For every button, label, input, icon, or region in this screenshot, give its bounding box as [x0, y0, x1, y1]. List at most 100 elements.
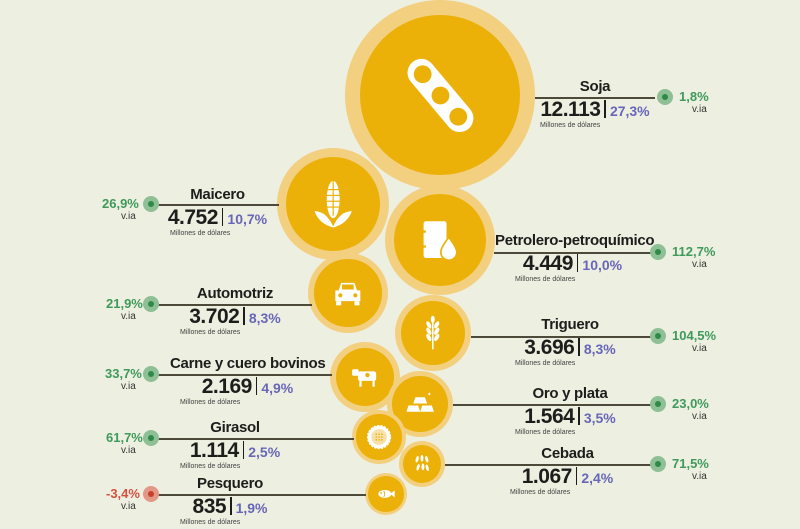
- unit-label: Millones de dólares: [180, 329, 241, 336]
- bubble-pesquero: [365, 473, 407, 515]
- growth-value-triguero: 104,5%: [672, 328, 717, 343]
- sector-name: Oro y plata: [532, 385, 608, 402]
- fish-icon: [378, 490, 395, 498]
- sector-value: 1.067: [521, 465, 573, 488]
- wheat-icon: [426, 315, 440, 350]
- growth-dot-cebada: [650, 456, 666, 472]
- sector-value: 835: [192, 495, 227, 518]
- via-label: v.ia: [692, 259, 707, 270]
- sector-share: 2,5%: [248, 444, 281, 460]
- bubble-maicero: [277, 148, 389, 260]
- growth-dot-soja: [657, 89, 673, 105]
- sector-share: 4,9%: [261, 380, 294, 396]
- label-soja: Soja 12.113 27,3% Millones de dólares: [540, 78, 650, 130]
- leader-line-automotriz: [152, 304, 312, 306]
- bubble-petrolero: [385, 185, 495, 295]
- sector-share: 1,9%: [235, 500, 268, 516]
- sector-name: Automotriz: [196, 285, 274, 302]
- label-petrolero: Petrolero-petroquímico 4.449 10,0% Millon…: [495, 232, 655, 284]
- unit-label: Millones de dólares: [180, 463, 241, 470]
- unit-label: Millones de dólares: [170, 230, 231, 237]
- sector-share: 10,7%: [227, 211, 268, 227]
- unit-label: Millones de dólares: [510, 489, 571, 496]
- growth-dot-oro: [650, 396, 666, 412]
- growth-dot-pesquero: [143, 486, 159, 502]
- growth-value-carne: 33,7%: [105, 366, 142, 381]
- via-label: v.ia: [121, 311, 136, 322]
- growth-dot-maicero: [143, 196, 159, 212]
- unit-label: Millones de dólares: [515, 360, 576, 367]
- label-maicero: Maicero 4.752 10,7% Millones de dólares: [160, 186, 275, 238]
- sector-name: Soja: [579, 78, 611, 95]
- bubble-cebada: [399, 441, 445, 487]
- sector-name: Carne y cuero bovinos: [170, 355, 326, 372]
- unit-label: Millones de dólares: [540, 122, 601, 129]
- bubble-oro: ✦: [387, 371, 453, 437]
- leader-line-triguero: [471, 336, 655, 338]
- unit-label: Millones de dólares: [180, 519, 241, 526]
- sector-share: 2,4%: [581, 470, 614, 486]
- car-icon: [335, 282, 361, 306]
- sector-name: Pesquero: [197, 475, 263, 492]
- growth-dot-triguero: [650, 328, 666, 344]
- sector-value: 3.696: [524, 336, 575, 359]
- growth-dot-petrolero: [650, 244, 666, 260]
- sector-share: 3,5%: [583, 410, 616, 426]
- label-carne: Carne y cuero bovinos 2.169 4,9% Millones…: [170, 355, 326, 407]
- gold-bars-icon: ✦: [406, 392, 434, 412]
- soybean-icon: [407, 58, 473, 132]
- via-label: v.ia: [692, 471, 707, 482]
- via-label: v.ia: [121, 381, 136, 392]
- via-label: v.ia: [692, 343, 707, 354]
- sector-share: 27,3%: [609, 103, 650, 119]
- label-automotriz: Automotriz 3.702 8,3% Millones de dólares: [175, 285, 295, 337]
- barley-icon: [415, 454, 429, 472]
- leader-line-girasol: [152, 438, 354, 440]
- growth-value-petrolero: 112,7%: [672, 244, 716, 259]
- sector-name: Cebada: [541, 445, 594, 462]
- sector-value: 1.114: [189, 439, 239, 462]
- sector-share: 8,3%: [583, 341, 616, 357]
- via-label: v.ia: [121, 445, 136, 456]
- bubble-automotriz: [308, 253, 388, 333]
- sector-name: Girasol: [210, 419, 260, 436]
- label-cebada: Cebada 1.067 2,4% Millones de dólares: [505, 445, 630, 497]
- leader-line-oro: [453, 404, 653, 406]
- growth-value-soja: 1,8%: [679, 89, 709, 104]
- label-oro: Oro y plata 1.564 3,5% Millones de dólare…: [505, 385, 635, 437]
- sector-value: 3.702: [189, 305, 240, 328]
- sector-share: 10,0%: [582, 257, 623, 273]
- sector-name: Triguero: [541, 316, 599, 333]
- label-girasol: Girasol 1.114 2,5% Millones de dólares: [175, 419, 295, 471]
- label-pesquero: Pesquero 835 1,9% Millones de dólares: [175, 475, 285, 527]
- bubble-soja: [345, 0, 535, 190]
- sector-value: 2.169: [201, 375, 253, 398]
- growth-value-automotriz: 21,9%: [106, 296, 143, 311]
- corn-icon: [314, 180, 352, 228]
- growth-dot-girasol: [143, 430, 159, 446]
- sector-name: Petrolero-petroquímico: [495, 232, 655, 249]
- leader-line-cebada: [445, 464, 655, 466]
- bubble-triguero: [395, 295, 471, 371]
- bubble-girasol: [352, 410, 406, 464]
- leader-line-carne: [152, 374, 332, 376]
- leader-line-maicero: [152, 204, 279, 206]
- sector-share: 8,3%: [248, 310, 281, 326]
- oil-barrel-icon: [421, 221, 459, 262]
- sector-value: 1.564: [524, 405, 575, 428]
- svg-text:✦: ✦: [427, 392, 432, 398]
- growth-value-oro: 23,0%: [672, 396, 709, 411]
- sector-value: 12.113: [540, 98, 601, 121]
- sector-name: Maicero: [190, 186, 245, 203]
- leader-line-pesquero: [152, 494, 366, 496]
- growth-dot-automotriz: [143, 296, 159, 312]
- sector-value: 4.449: [522, 252, 574, 275]
- growth-value-maicero: 26,9%: [102, 196, 139, 211]
- unit-label: Millones de dólares: [515, 429, 576, 436]
- via-label: v.ia: [692, 411, 707, 422]
- growth-dot-carne: [143, 366, 159, 382]
- leader-line-soja: [535, 97, 655, 99]
- unit-label: Millones de dólares: [515, 276, 576, 283]
- via-label: v.ia: [121, 501, 136, 512]
- unit-label: Millones de dólares: [180, 399, 241, 406]
